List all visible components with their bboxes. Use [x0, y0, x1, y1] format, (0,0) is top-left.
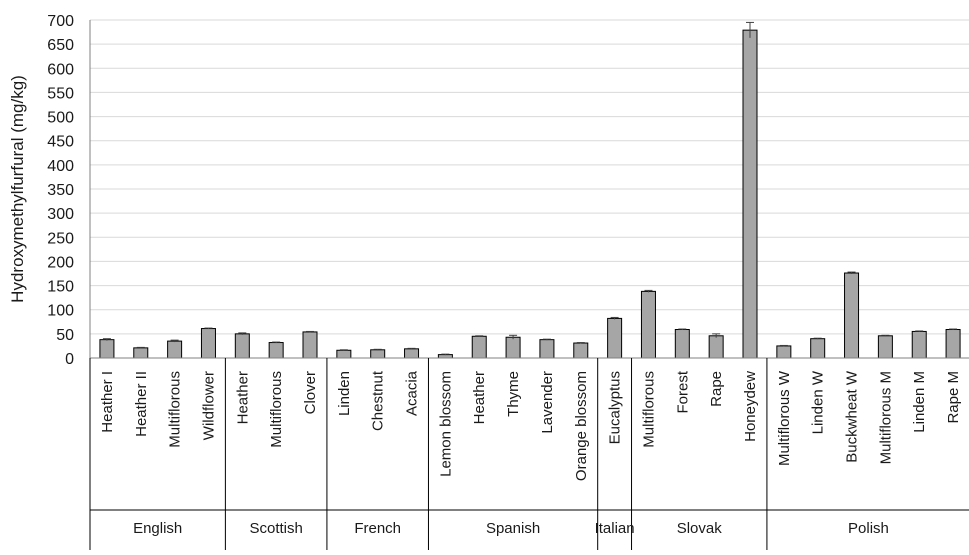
x-tick-label: Heather II — [133, 371, 150, 437]
bar — [539, 339, 555, 359]
group-label: English — [133, 520, 182, 537]
bar — [370, 349, 386, 359]
bar — [167, 340, 183, 359]
y-tick-label: 450 — [47, 134, 74, 151]
group-label: French — [354, 520, 401, 537]
group-label: Italian — [595, 520, 635, 537]
x-tick-label: Multiflorous — [268, 371, 285, 448]
x-tick-label: Multiflorous — [167, 371, 184, 448]
bar — [302, 331, 318, 359]
x-tick-label: Linden W — [810, 370, 827, 434]
bar — [404, 348, 420, 359]
bar — [776, 345, 792, 359]
axes: 0 50 100 150 200 250 300 350 400 450 500 550 600 650 7… — [47, 13, 969, 550]
y-tick-label: 550 — [47, 85, 74, 102]
y-tick-label: 0 — [65, 351, 74, 368]
bar — [742, 29, 758, 359]
bar — [573, 342, 589, 359]
bar — [674, 329, 690, 359]
bar — [708, 335, 724, 359]
y-tick-label: 250 — [47, 230, 74, 247]
bar — [268, 342, 284, 359]
y-tick-label: 300 — [47, 206, 74, 223]
y-tick-label: 200 — [47, 254, 74, 271]
group-label: Spanish — [486, 520, 540, 537]
bar — [200, 328, 216, 359]
bar — [607, 317, 623, 359]
bar — [336, 349, 352, 359]
x-tick-label: Multiflorous W — [776, 370, 793, 466]
y-tick-label: 150 — [47, 279, 74, 296]
bars — [99, 21, 961, 359]
y-tick-label: 100 — [47, 303, 74, 320]
x-tick-label: Lemon blossom — [437, 371, 454, 477]
x-tick-label: Eucalyptus — [607, 371, 624, 444]
group-label: Polish — [848, 520, 889, 537]
x-tick-label: Clover — [302, 371, 319, 414]
x-tick-label: Lavender — [539, 371, 556, 434]
group-label: Scottish — [249, 520, 302, 537]
bar — [471, 335, 487, 359]
x-tick-label: Orange blossom — [573, 371, 590, 481]
bar — [99, 339, 115, 359]
y-axis-label: Hydroxymethylfurfural (mg/kg) — [8, 75, 27, 303]
bar — [911, 330, 927, 359]
bar — [810, 338, 826, 359]
x-tick-label: Acacia — [404, 370, 421, 416]
x-tick-label: Multiflorous — [640, 371, 657, 448]
group-label: Slovak — [677, 520, 723, 537]
x-tick-label: Thyme — [505, 371, 522, 417]
x-tick-label: Multiflorous M — [877, 371, 894, 464]
bar — [133, 347, 149, 359]
bar — [877, 335, 893, 359]
y-tick-label: 700 — [47, 13, 74, 30]
x-tick-label: Heather — [234, 371, 251, 424]
x-tick-label: Honeydew — [742, 371, 759, 442]
y-tick-label: 400 — [47, 158, 74, 175]
x-tick-label: Heather I — [99, 371, 116, 433]
x-tick-label: Wildflower — [200, 371, 217, 440]
y-tick-label: 50 — [56, 327, 74, 344]
bar — [945, 329, 961, 359]
bar — [505, 336, 521, 359]
bar — [844, 272, 860, 359]
x-tick-label: Linden — [336, 371, 353, 416]
y-tick-label: 500 — [47, 110, 74, 127]
gridlines — [90, 19, 969, 335]
x-tick-label: Rape M — [945, 371, 962, 424]
x-tick-label: Forest — [674, 370, 691, 413]
bar — [234, 333, 250, 359]
x-tick-label: Chestnut — [370, 370, 387, 431]
y-tick-label: 600 — [47, 61, 74, 78]
bar — [437, 354, 453, 359]
x-tick-label: Buckwheat W — [844, 370, 861, 463]
y-tick-label: 650 — [47, 37, 74, 54]
x-tick-label: Rape — [708, 371, 725, 407]
y-tick-label: 350 — [47, 182, 74, 199]
bar — [640, 290, 656, 359]
x-tick-label: Linden M — [911, 371, 928, 433]
x-tick-label: Heather — [471, 371, 488, 424]
